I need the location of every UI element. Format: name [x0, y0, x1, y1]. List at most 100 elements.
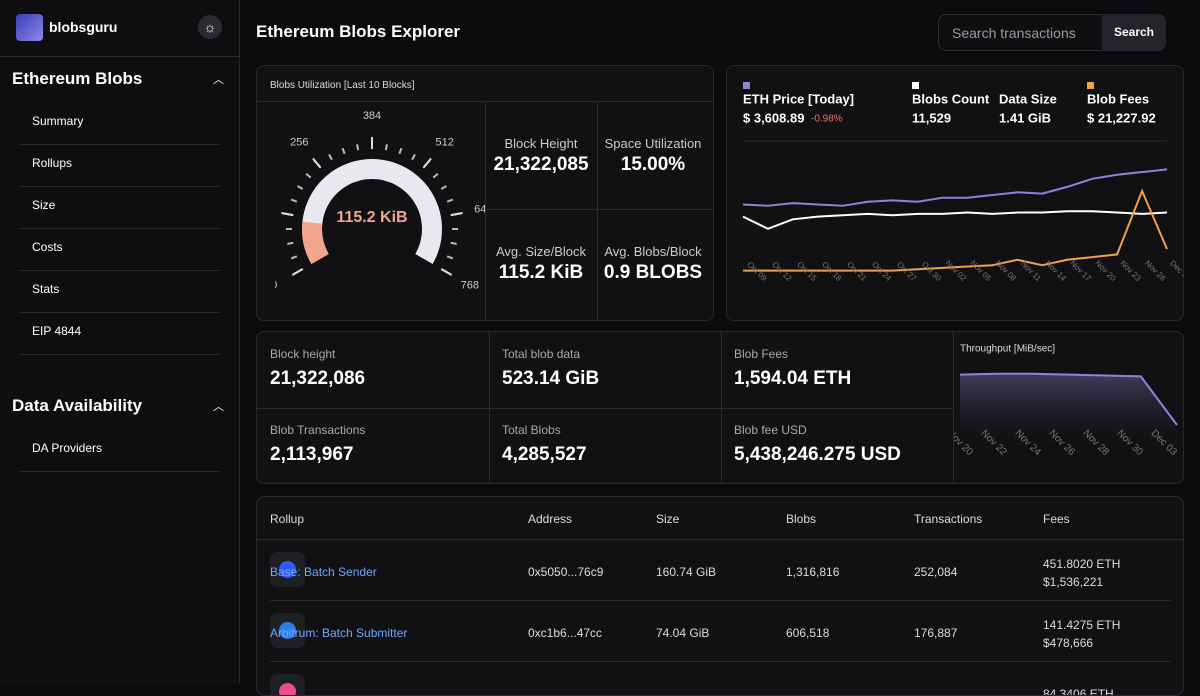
cell: 606,518	[786, 626, 830, 640]
divider	[19, 144, 220, 145]
stat-value: 4,285,527	[502, 444, 587, 465]
brand-name[interactable]: blobsguru	[49, 19, 118, 35]
nav-item[interactable]: Rollups	[32, 156, 73, 170]
brand-logo[interactable]	[16, 14, 43, 41]
block-stat-label: Avg. Size/Block	[495, 244, 587, 259]
nav-item[interactable]: Size	[32, 198, 56, 212]
price-panel: ETH Price [Today] $ 3,608.89 -0.98% Blobs C…	[726, 65, 1184, 321]
throughput-line	[959, 372, 1178, 426]
gauge-value: 115.2 KiB	[336, 209, 407, 226]
cell: 141.4275 ETH	[1043, 618, 1121, 632]
divider	[489, 408, 490, 483]
block-stat-value: 15.00%	[620, 154, 686, 175]
nav-item[interactable]: Stats	[32, 282, 60, 296]
cell: $478,666	[1043, 636, 1094, 650]
nav-item[interactable]: Summary	[32, 114, 84, 128]
x-tick-label: Nov 23	[1118, 259, 1143, 284]
nav-item[interactable]: DA Providers	[32, 441, 103, 455]
gauge-track	[302, 159, 442, 264]
cell: 252,084	[914, 565, 958, 579]
divider	[257, 408, 953, 409]
legend-swatch	[743, 82, 750, 89]
cell: 74.04 GiB	[656, 626, 710, 640]
gauge-minor-tick	[450, 241, 457, 245]
gauge-tick	[312, 157, 322, 169]
sidebar: blobsguru ☼ Ethereum Blobs ︿ Summary Rollup…	[0, 0, 240, 684]
gauge-minor-tick	[446, 198, 454, 203]
gauge-minor-tick	[297, 185, 304, 190]
column-header: Rollup	[270, 512, 305, 526]
column-header: Size	[656, 512, 680, 526]
column-header: Transactions	[914, 512, 983, 526]
cell: 176,887	[914, 626, 958, 640]
search-placeholder: Search transactions	[952, 25, 1076, 41]
legend-change: -0.98%	[811, 114, 843, 125]
stat-label: Blob Fees	[734, 347, 789, 361]
column-header: Fees	[1043, 512, 1070, 526]
x-tick-label: Nov 02	[944, 259, 969, 284]
theme-toggle[interactable]: ☼	[198, 15, 222, 39]
block-stat-value: 115.2 KiB	[498, 262, 584, 283]
series-line	[742, 210, 1168, 230]
divider	[19, 186, 220, 187]
gauge-minor-tick	[398, 147, 403, 155]
stat-value: 5,438,246.275 USD	[734, 444, 901, 465]
search-box[interactable]: Search transactions Search	[938, 14, 1166, 51]
gauge-tick-label: 384	[363, 110, 381, 122]
gauge-tick-label: 768	[461, 279, 479, 291]
gauge-tick-label: 640	[474, 203, 485, 215]
column-header: Address	[528, 512, 573, 526]
section-title[interactable]: Ethereum Blobs	[12, 69, 143, 88]
x-tick-label: Dec 03	[1168, 259, 1184, 284]
divider	[485, 101, 486, 320]
cell: 84.3406 ETH	[1043, 687, 1114, 696]
gauge-tick	[281, 212, 294, 217]
gauge-tick-label: 512	[435, 136, 453, 148]
gauge-minor-tick	[305, 172, 312, 179]
x-tick-label: Nov 26	[1143, 259, 1168, 284]
block-stat-label: Space Utilization	[604, 136, 702, 151]
gauge-minor-tick	[290, 198, 298, 203]
cell: 0x5050...76c9	[528, 565, 604, 579]
search-button[interactable]: Search	[1102, 14, 1166, 51]
throughput-chart: Throughput [MiB/sec]Nov 20 Nov 22 Nov 24 No…	[953, 344, 1179, 459]
nav-item[interactable]: EIP 4844	[32, 324, 82, 338]
block-stat-value: 21,322,085	[493, 154, 589, 175]
divider	[257, 539, 1183, 540]
legend-swatch	[1087, 82, 1094, 89]
gauge: 0128256384512640768115.2 KiB	[275, 110, 485, 292]
divider	[19, 228, 220, 229]
legend-name: Blob Fees	[1087, 91, 1149, 106]
gauge-tick	[450, 212, 463, 217]
stat-value: 21,322,086	[270, 368, 366, 389]
stat-label: Total blob data	[502, 347, 581, 361]
cell: 0xc1b6...47cc	[528, 626, 603, 640]
stats-panel: Throughput [MiB/sec] Nov 20 Nov 22 Nov 24 No…	[256, 331, 1184, 484]
rollup-link[interactable]: Base: Batch Sender	[270, 565, 377, 579]
rollup-logo	[279, 622, 296, 639]
gauge-minor-tick	[432, 172, 439, 179]
price-chart: ETH Price [Today] $ 3,608.89 -0.98% Blobs C…	[742, 82, 1184, 284]
gauge-minor-tick	[356, 144, 360, 151]
rollup-logo	[279, 683, 296, 695]
gauge-minor-tick	[411, 154, 416, 161]
rollup-link[interactable]: Arbitrum: Batch Submitter	[270, 626, 408, 640]
legend-name: Data Size	[999, 91, 1057, 106]
x-tick-label: Nov 05	[969, 259, 994, 284]
stat-label: Total Blobs	[502, 423, 561, 437]
gauge-minor-tick	[328, 154, 333, 161]
gauge-panel: Blobs Utilization [Last 10 Blocks] 01282…	[256, 65, 714, 321]
gauge-minor-tick	[446, 255, 454, 260]
section-title[interactable]: Data Availability	[12, 396, 143, 415]
legend-name: ETH Price [Today]	[743, 91, 854, 106]
stat-label: Block height	[270, 347, 336, 361]
cell: $1,536,221	[1043, 575, 1104, 589]
chevron[interactable]: ︿	[213, 401, 224, 413]
nav-item[interactable]: Costs	[32, 240, 63, 254]
legend-value: $ 21,227.92	[1087, 110, 1156, 125]
divider	[721, 408, 722, 483]
divider	[489, 332, 490, 408]
cell: 1,316,816	[786, 565, 840, 579]
chevron[interactable]: ︿	[213, 74, 224, 86]
